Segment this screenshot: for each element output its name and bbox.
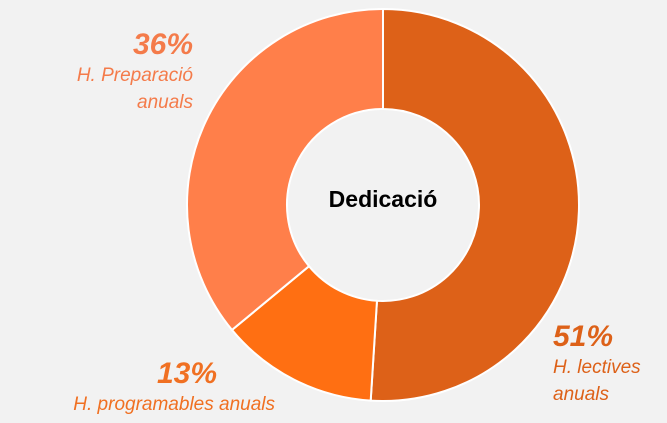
category-label: H. Preparació anuals bbox=[76, 65, 193, 113]
category-label: H. programables anuals bbox=[73, 394, 275, 415]
chart-title: Dedicació bbox=[328, 186, 438, 212]
value-label: 36% bbox=[132, 28, 193, 61]
category-label: H. lectives anuals bbox=[553, 357, 641, 405]
slice-label: 36% H. Preparació anuals bbox=[60, 28, 193, 116]
value-label: 13% bbox=[156, 357, 217, 390]
slice-label: 13% H. programables anuals bbox=[0, 357, 275, 418]
donut-slice bbox=[186, 7, 384, 332]
value-label: 51% bbox=[553, 320, 614, 353]
donut-slice bbox=[369, 7, 580, 402]
slice-label: 51% H. lectives anuals bbox=[553, 320, 667, 408]
